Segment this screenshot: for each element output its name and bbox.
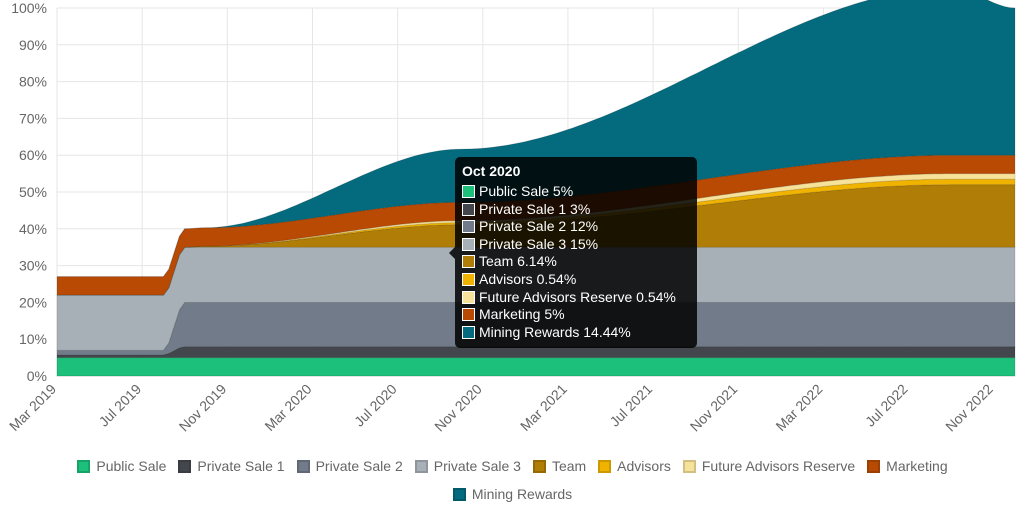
- y-tick-label: 90%: [19, 37, 47, 53]
- legend-item[interactable]: Mining Rewards: [452, 480, 573, 508]
- tooltip-label: Private Sale 1 3%: [479, 200, 591, 217]
- y-tick-label: 50%: [19, 184, 47, 200]
- legend-item[interactable]: Advisors: [598, 452, 671, 480]
- tooltip-row: Private Sale 1 3%: [462, 201, 690, 219]
- legend-swatch: [532, 460, 546, 473]
- tooltip-swatch: [462, 220, 475, 234]
- legend-label: Private Sale 2: [315, 458, 403, 474]
- legend-swatch: [598, 460, 612, 473]
- tooltip-label: Public Sale 5%: [479, 183, 574, 199]
- tooltip-label: Private Sale 3 15%: [479, 235, 599, 252]
- y-tick-label: 80%: [19, 74, 47, 90]
- x-tick-label: Mar 2022: [772, 381, 825, 434]
- y-tick-label: 20%: [19, 294, 47, 310]
- legend-swatch: [178, 460, 192, 473]
- legend-swatch: [296, 460, 310, 473]
- y-axis-ticks: 0% 10% 20% 30% 40% 50% 60% 70% 80% 90% 100%: [11, 0, 47, 384]
- tooltip: Oct 2020 Public Sale 5% Private Sale 1 3%…: [449, 157, 697, 348]
- tooltip-row: Public Sale 5%: [462, 183, 690, 201]
- legend-swatch: [682, 460, 696, 473]
- tooltip-label: Marketing 5%: [479, 306, 565, 323]
- tooltip-row: Advisors 0.54%: [462, 271, 690, 289]
- tooltip-label: Future Advisors Reserve 0.54%: [479, 288, 676, 305]
- legend-label: Future Advisors Reserve: [701, 458, 856, 474]
- legend-label: Team: [551, 458, 587, 474]
- tooltip-row: Mining Rewards 14.44%: [462, 324, 690, 342]
- legend-label: Advisors: [617, 458, 671, 474]
- tooltip-label: Team 6.14%: [479, 253, 557, 270]
- tooltip-row: Team 6.14%: [462, 253, 690, 271]
- legend-item[interactable]: Team: [532, 452, 587, 480]
- tooltip-label: Mining Rewards 14.44%: [479, 323, 631, 340]
- tooltip-row: Private Sale 3 15%: [462, 236, 690, 254]
- tooltip-label: Advisors 0.54%: [479, 270, 577, 287]
- y-tick-label: 40%: [19, 221, 47, 237]
- legend-label: Private Sale 3: [433, 458, 521, 474]
- legend-swatch: [414, 460, 428, 473]
- x-tick-label: Jul 2020: [351, 381, 400, 430]
- x-tick-label: Nov 2021: [687, 381, 741, 435]
- legend-item[interactable]: Private Sale 2: [296, 452, 403, 480]
- area-private-sale-1[interactable]: [56, 346, 1016, 359]
- x-tick-label: Mar 2020: [261, 381, 314, 434]
- x-tick-label: Jul 2021: [606, 381, 655, 430]
- legend-label: Marketing: [886, 458, 948, 474]
- x-tick-label: Nov 2019: [176, 381, 230, 435]
- legend-label: Private Sale 1: [197, 458, 285, 474]
- tooltip-row: Future Advisors Reserve 0.54%: [462, 289, 690, 307]
- y-tick-label: 70%: [19, 110, 47, 126]
- tooltip-swatch: [462, 202, 475, 216]
- tooltip-label: Private Sale 2 12%: [479, 218, 599, 235]
- x-tick-label: Nov 2020: [431, 381, 485, 435]
- tooltip-row: Marketing 5%: [462, 306, 690, 324]
- tooltip-row: Private Sale 2 12%: [462, 218, 690, 236]
- x-tick-label: Jul 2022: [862, 381, 911, 430]
- area-future-advisors-reserve[interactable]: [57, 173, 1016, 296]
- area-mining-rewards[interactable]: [57, 0, 1016, 278]
- tooltip-swatch: [462, 237, 475, 251]
- y-tick-label: 60%: [19, 147, 47, 163]
- y-tick-label: 100%: [11, 0, 47, 16]
- legend-item[interactable]: Future Advisors Reserve: [682, 452, 856, 480]
- tooltip-swatch: [462, 290, 475, 304]
- legend-swatch: [867, 460, 881, 473]
- y-tick-label: 10%: [19, 331, 47, 347]
- tooltip-swatch: [462, 308, 475, 322]
- area-advisors[interactable]: [57, 178, 1016, 296]
- x-tick-label: Nov 2022: [942, 381, 996, 435]
- legend-label: Mining Rewards: [471, 486, 573, 502]
- y-tick-label: 30%: [19, 258, 47, 274]
- legend-item[interactable]: Marketing: [867, 452, 948, 480]
- tooltip-title: Oct 2020: [462, 163, 521, 179]
- x-tick-label: Mar 2021: [517, 381, 570, 434]
- x-axis-ticks: Mar 2019 Jul 2019 Nov 2019 Mar 2020 Jul 2020…: [6, 381, 996, 435]
- legend-swatch: [77, 460, 91, 473]
- tooltip-swatch: [462, 325, 475, 339]
- legend-label: Public Sale: [96, 458, 167, 474]
- legend-item[interactable]: Public Sale: [77, 452, 166, 480]
- tooltip-swatch: [462, 255, 475, 269]
- x-tick-label: Mar 2019: [6, 381, 59, 434]
- legend-swatch: [452, 488, 466, 501]
- area-public-sale[interactable]: [56, 357, 1016, 377]
- tooltip-rows: Public Sale 5% Private Sale 1 3% Private S…: [462, 183, 690, 341]
- y-tick-label: 0%: [27, 368, 47, 384]
- tooltip-swatch: [462, 185, 475, 198]
- legend: Public Sale Private Sale 1 Private Sale 2 P…: [0, 452, 1025, 508]
- legend-item[interactable]: Private Sale 3: [414, 452, 521, 480]
- tooltip-swatch: [462, 272, 475, 286]
- legend-item[interactable]: Private Sale 1: [178, 452, 285, 480]
- x-tick-label: Jul 2019: [96, 381, 145, 430]
